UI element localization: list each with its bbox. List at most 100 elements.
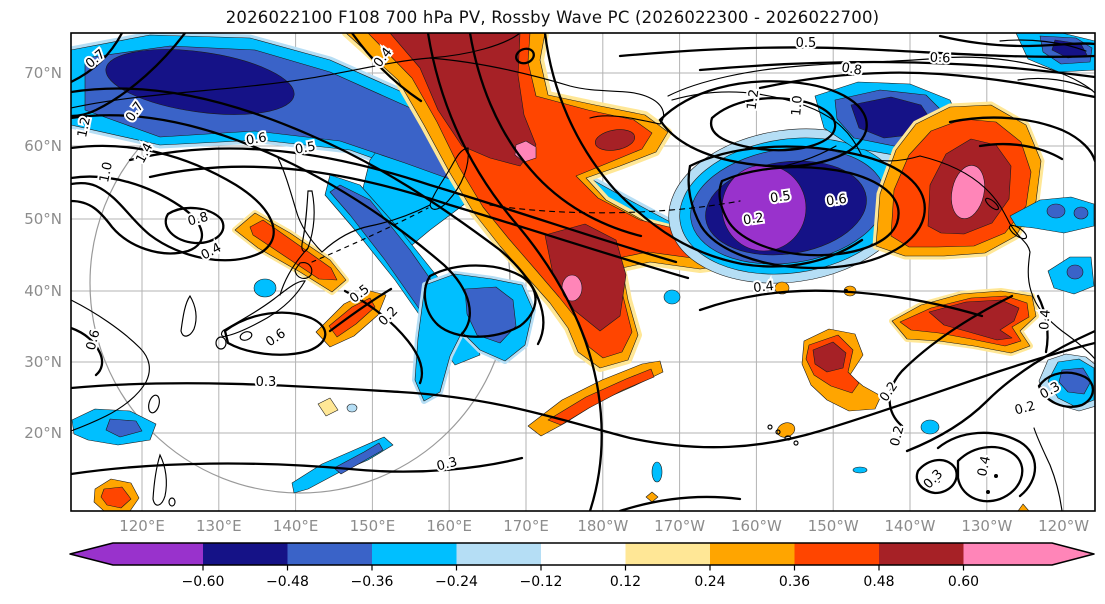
y-tick-label: 40°N [24, 282, 62, 300]
contour-label: 1.2 [75, 116, 94, 139]
contour-line [350, 33, 423, 103]
contour-line [1037, 371, 1095, 408]
coastline [152, 453, 167, 506]
shaded-region [928, 299, 1020, 341]
contour-line [956, 445, 1024, 503]
x-tick-label: 140°E [273, 517, 319, 535]
colorbar-tick-labels: −0.60 −0.48 −0.36 −0.24 −0.12 0.12 0.24 0.36 0.4… [182, 565, 979, 590]
coastline-island [239, 331, 253, 341]
coastline [301, 190, 315, 253]
colorbar-left-arrow [70, 543, 203, 565]
contour-line [423, 264, 537, 338]
coastline-island [775, 429, 781, 435]
contour-label: 0.6 [825, 192, 848, 210]
contour-center-dot [986, 490, 990, 494]
contour-label: 1.0 [97, 161, 116, 184]
x-tick-label: 180°W [577, 517, 628, 535]
coastline [429, 57, 665, 125]
coastline-island [793, 440, 799, 446]
colorbar-tick-label: 0.24 [694, 574, 725, 590]
coastline-island [215, 336, 227, 350]
x-tick-label: 150°W [808, 517, 859, 535]
contour-line [71, 144, 275, 262]
colorbar [69, 542, 1095, 566]
contour-line [698, 60, 1095, 79]
coastlines [71, 33, 1095, 511]
colorbar-segment [625, 543, 710, 565]
y-tick-label: 30°N [24, 353, 62, 371]
x-tick-label: 120°W [1038, 517, 1089, 535]
colorbar-tick-label: 0.48 [863, 574, 894, 590]
contour-line [709, 97, 837, 152]
contour-line [343, 289, 424, 385]
coastline [919, 155, 1095, 360]
contour-line [71, 456, 524, 476]
shaded-region [547, 368, 655, 426]
contour-label: 0.2 [742, 211, 765, 229]
contour-line [718, 166, 900, 257]
contour-label: 0.4 [1037, 309, 1054, 331]
contour-line [888, 294, 1014, 428]
shaded-region [1046, 203, 1066, 219]
contour-line [905, 329, 1095, 453]
shaded-region [594, 129, 636, 151]
colorbar-segment [794, 543, 879, 565]
contour-label: 0.5 [796, 36, 817, 51]
colorbar-segment [710, 543, 795, 565]
coastline-island [168, 497, 176, 507]
colorbar-tick-label: −0.60 [182, 574, 225, 590]
shaded-region [346, 403, 358, 413]
plot-border [70, 32, 1096, 512]
contour-line [328, 287, 393, 333]
x-tick-label: 140°W [885, 517, 936, 535]
y-tick-label: 70°N [24, 64, 62, 82]
coastline [311, 207, 429, 263]
contour-line [687, 145, 926, 270]
plot-content: 0.70.71.21.41.00.6 0.50.80.40.40.50.60.81… [71, 33, 1095, 511]
contour-line [936, 431, 1036, 498]
colorbar-segment [203, 543, 288, 565]
contour-label: 0.4 [753, 279, 775, 296]
coastline [71, 299, 150, 432]
contour-center-dot [844, 289, 848, 293]
shaded-region [651, 461, 663, 483]
coastline [180, 294, 197, 337]
x-tick-label: 160°E [426, 517, 472, 535]
shaded-region [951, 165, 985, 219]
contour-line [618, 46, 1095, 58]
colorbar-tick-label: −0.48 [266, 574, 309, 590]
coastline-island [1008, 224, 1028, 240]
coastline [1033, 427, 1063, 511]
y-tick-label: 60°N [24, 137, 62, 155]
coastline [277, 157, 323, 253]
contour-label: 0.6 [245, 130, 268, 148]
y-tick-label: 50°N [24, 210, 62, 228]
contour-label: 0.8 [840, 60, 863, 78]
x-tick-label: 160°W [731, 517, 782, 535]
y-tick-label: 20°N [24, 424, 62, 442]
contour-line [128, 147, 678, 264]
x-tick-label: 130°W [961, 517, 1012, 535]
shaded-region [333, 442, 384, 475]
contour-label: 1.2 [745, 88, 763, 111]
contour-line [426, 33, 603, 511]
contour-center-dot [936, 479, 940, 483]
contour-line [468, 33, 643, 238]
figure-title: 2026022100 F108 700 hPa PV, Rossby Wave … [225, 8, 880, 27]
colorbar-tick-label: −0.12 [520, 574, 563, 590]
contour-line [148, 165, 690, 280]
contour-line [71, 326, 104, 377]
x-tick-label: 120°E [119, 517, 165, 535]
shaded-region [105, 418, 143, 438]
colorbar-right-arrow [963, 543, 1094, 565]
coastline [220, 280, 306, 338]
colorbar-tick-label: 0.36 [779, 574, 810, 590]
colorbar-tick-label: 0.12 [610, 574, 641, 590]
x-axis-tick-labels: 120°E 130°E 140°E 150°E 160°E 170°E 180°W 170°W… [119, 517, 1089, 535]
contour-label: 0.5 [769, 189, 792, 207]
shaded-region [721, 164, 807, 252]
contour-line [515, 47, 535, 65]
contour-line [164, 206, 225, 245]
